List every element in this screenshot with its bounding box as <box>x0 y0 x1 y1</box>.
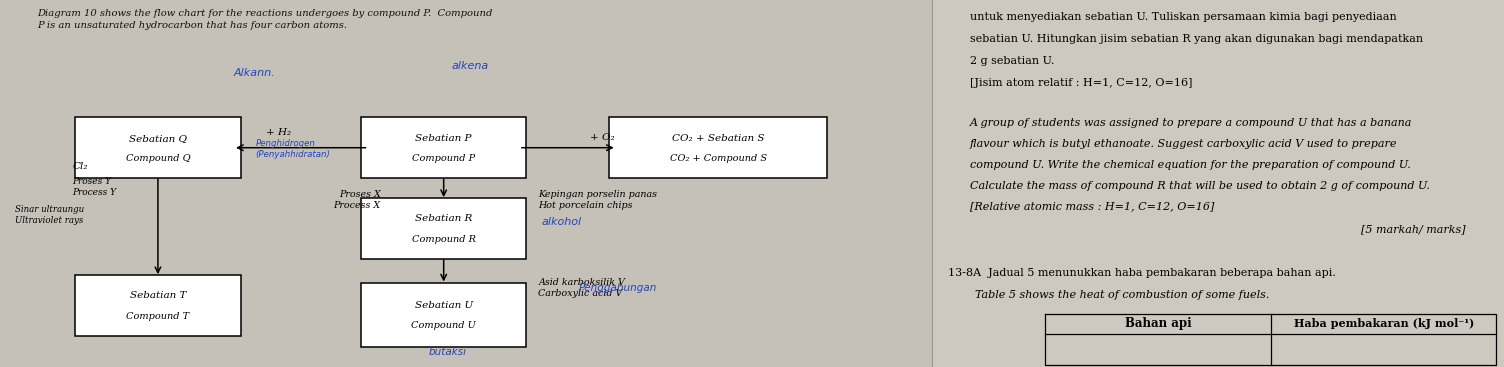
FancyBboxPatch shape <box>361 117 526 178</box>
Text: Calculate the mass of compound R that will be used to obtain 2 g of compound U.: Calculate the mass of compound R that wi… <box>970 181 1430 191</box>
Text: CO₂ + Compound S: CO₂ + Compound S <box>669 154 767 163</box>
FancyBboxPatch shape <box>361 198 526 259</box>
Text: Sebatian Q: Sebatian Q <box>129 134 186 143</box>
Text: Penghidrogen
(Penyahhidratan): Penghidrogen (Penyahhidratan) <box>256 139 331 159</box>
Text: compound U. Write the chemical equation for the preparation of compound U.: compound U. Write the chemical equation … <box>970 160 1411 170</box>
FancyBboxPatch shape <box>609 117 827 178</box>
Text: Sebatian T: Sebatian T <box>129 291 186 301</box>
Text: alkena: alkena <box>451 61 489 71</box>
Text: + H₂: + H₂ <box>266 128 290 137</box>
Text: Compound R: Compound R <box>412 235 475 244</box>
FancyBboxPatch shape <box>75 117 241 178</box>
Text: Kepingan porselin panas
Hot porcelain chips: Kepingan porselin panas Hot porcelain ch… <box>538 190 657 210</box>
Text: flavour which is butyl ethanoate. Suggest carboxylic acid V used to prepare: flavour which is butyl ethanoate. Sugges… <box>970 139 1397 149</box>
FancyBboxPatch shape <box>361 283 526 347</box>
Text: untuk menyediakan sebatian U. Tuliskan persamaan kimia bagi penyediaan: untuk menyediakan sebatian U. Tuliskan p… <box>970 11 1397 22</box>
Bar <box>0 0 932 367</box>
Text: Diagram 10 shows the flow chart for the reactions undergoes by compound P.  Comp: Diagram 10 shows the flow chart for the … <box>38 9 493 30</box>
Text: Sebatian P: Sebatian P <box>415 134 472 143</box>
Text: Sebatian R: Sebatian R <box>415 214 472 224</box>
Text: Proses Y
Process Y: Proses Y Process Y <box>72 177 116 197</box>
FancyBboxPatch shape <box>75 275 241 336</box>
Text: Haba pembakaran (kJ mol⁻¹): Haba pembakaran (kJ mol⁻¹) <box>1293 319 1474 329</box>
Text: Compound T: Compound T <box>126 312 190 321</box>
Text: A group of students was assigned to prepare a compound U that has a banana: A group of students was assigned to prep… <box>970 118 1412 128</box>
Text: Compound P: Compound P <box>412 154 475 163</box>
Text: Table 5 shows the heat of combustion of some fuels.: Table 5 shows the heat of combustion of … <box>975 290 1269 301</box>
Text: Proses X
Process X: Proses X Process X <box>334 190 381 210</box>
Text: [Jisim atom relatif : H=1, C=12, O=16]: [Jisim atom relatif : H=1, C=12, O=16] <box>970 77 1193 88</box>
Text: Cl₂: Cl₂ <box>72 163 87 171</box>
Text: [5 markah/ marks]: [5 markah/ marks] <box>1361 224 1466 235</box>
Text: [Relative atomic mass : H=1, C=12, O=16]: [Relative atomic mass : H=1, C=12, O=16] <box>970 201 1214 212</box>
Text: butaksi: butaksi <box>429 346 466 357</box>
Text: sebatian U. Hitungkan jisim sebatian R yang akan digunakan bagi mendapatkan: sebatian U. Hitungkan jisim sebatian R y… <box>970 33 1423 44</box>
Text: 2 g sebatian U.: 2 g sebatian U. <box>970 55 1054 66</box>
Text: CO₂ + Sebatian S: CO₂ + Sebatian S <box>672 134 764 143</box>
Text: Alkann.: Alkann. <box>233 68 275 79</box>
Text: Bahan api: Bahan api <box>1125 317 1191 330</box>
Text: Penggabungan: Penggabungan <box>579 283 657 293</box>
Text: Sebatian U: Sebatian U <box>415 301 472 310</box>
Text: + O₂: + O₂ <box>590 133 614 142</box>
Text: Compound U: Compound U <box>411 321 477 330</box>
Text: Sinar ultraungu
Ultraviolet rays: Sinar ultraungu Ultraviolet rays <box>15 205 84 225</box>
Text: 13-8A  Jadual 5 menunukkan haba pembakaran beberapa bahan api.: 13-8A Jadual 5 menunukkan haba pembakara… <box>948 268 1336 279</box>
Text: Asid karboksilik V
Carboxylic acid V: Asid karboksilik V Carboxylic acid V <box>538 278 626 298</box>
Text: alkohol: alkohol <box>541 217 582 227</box>
Text: Compound Q: Compound Q <box>126 154 190 163</box>
